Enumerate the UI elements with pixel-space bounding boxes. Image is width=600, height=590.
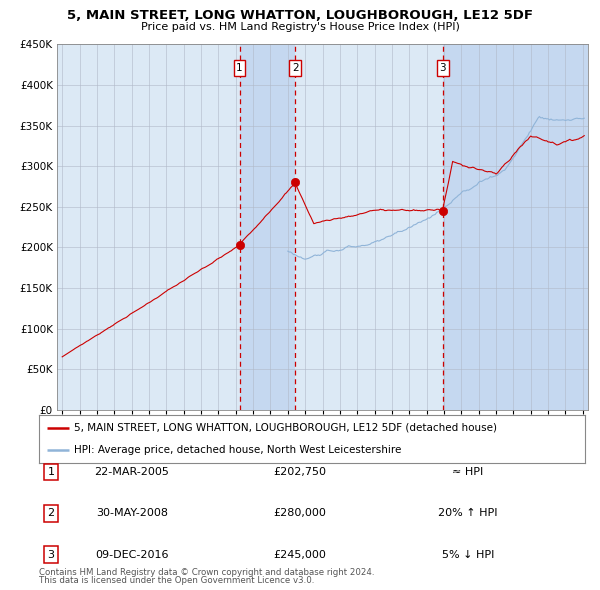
Text: 20% ↑ HPI: 20% ↑ HPI (438, 509, 498, 518)
Text: 22-MAR-2005: 22-MAR-2005 (95, 467, 169, 477)
Text: 09-DEC-2016: 09-DEC-2016 (95, 550, 169, 559)
Text: Price paid vs. HM Land Registry's House Price Index (HPI): Price paid vs. HM Land Registry's House … (140, 22, 460, 32)
Text: 2: 2 (292, 63, 298, 73)
Text: £245,000: £245,000 (274, 550, 326, 559)
Text: £280,000: £280,000 (274, 509, 326, 518)
Text: ≈ HPI: ≈ HPI (452, 467, 484, 477)
Text: £202,750: £202,750 (274, 467, 326, 477)
Text: 1: 1 (47, 467, 55, 477)
Bar (443, 44, 600, 410)
Text: 2: 2 (47, 509, 55, 518)
Text: Contains HM Land Registry data © Crown copyright and database right 2024.: Contains HM Land Registry data © Crown c… (39, 568, 374, 577)
Bar (239, 44, 295, 410)
Text: HPI: Average price, detached house, North West Leicestershire: HPI: Average price, detached house, Nort… (74, 445, 402, 455)
Text: This data is licensed under the Open Government Licence v3.0.: This data is licensed under the Open Gov… (39, 576, 314, 585)
Text: 3: 3 (47, 550, 55, 559)
Text: 1: 1 (236, 63, 243, 73)
Text: 5, MAIN STREET, LONG WHATTON, LOUGHBOROUGH, LE12 5DF (detached house): 5, MAIN STREET, LONG WHATTON, LOUGHBOROU… (74, 423, 497, 433)
Text: 5, MAIN STREET, LONG WHATTON, LOUGHBOROUGH, LE12 5DF: 5, MAIN STREET, LONG WHATTON, LOUGHBOROU… (67, 9, 533, 22)
Text: 30-MAY-2008: 30-MAY-2008 (96, 509, 168, 518)
Text: 3: 3 (440, 63, 446, 73)
Text: 5% ↓ HPI: 5% ↓ HPI (442, 550, 494, 559)
